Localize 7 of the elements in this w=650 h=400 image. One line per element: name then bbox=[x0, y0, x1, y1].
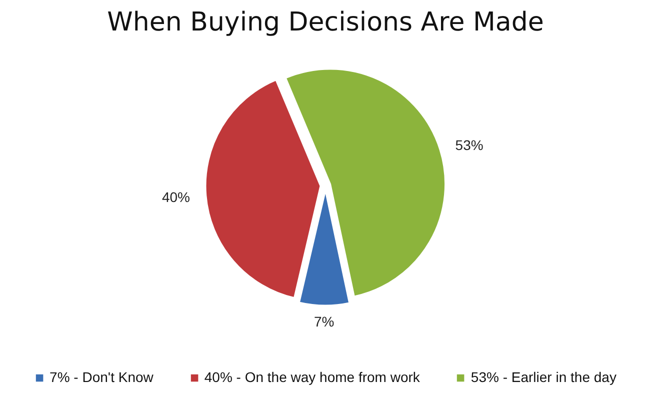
legend-label: 40% - On the way home from work bbox=[204, 369, 420, 385]
chart-title: When Buying Decisions Are Made bbox=[107, 8, 544, 38]
data-label: 7% bbox=[314, 313, 334, 330]
legend-label: 7% - Don't Know bbox=[50, 369, 154, 385]
data-label: 53% bbox=[455, 136, 484, 153]
data-label: 40% bbox=[162, 188, 190, 205]
legend-label: 53% - Earlier in the day bbox=[470, 369, 616, 385]
